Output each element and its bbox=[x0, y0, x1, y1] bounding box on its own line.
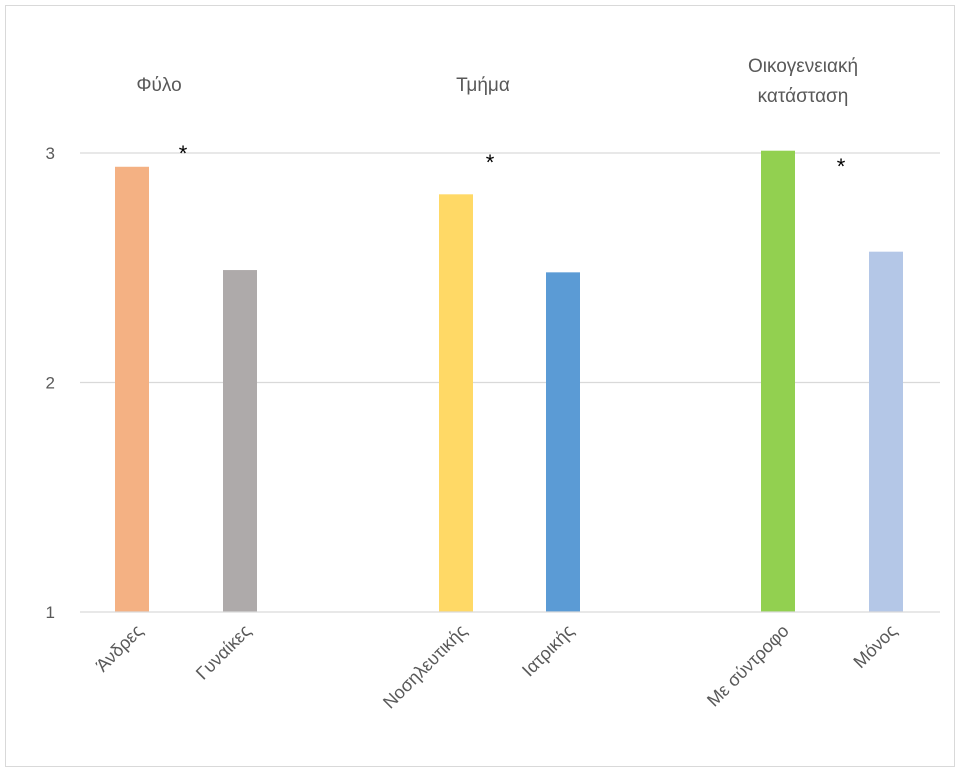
bar bbox=[115, 166, 149, 612]
category-label: Με σύντροφο bbox=[703, 621, 793, 711]
bar bbox=[869, 251, 903, 612]
group-title: Τμήμα bbox=[456, 75, 510, 96]
category-labels: Άνδρες Γυναίκες Νοσηλευτικής Ιατρικής Με σύν… bbox=[92, 620, 901, 712]
group-title: Φύλο bbox=[136, 75, 181, 96]
category-label: Γυναίκες bbox=[192, 620, 255, 683]
significance-star: * bbox=[179, 141, 188, 166]
group-titles: Φύλο Τμήμα Οικογενειακή κατάσταση bbox=[136, 56, 858, 107]
category-label: Μόνος bbox=[849, 620, 901, 672]
group-title: κατάσταση bbox=[758, 86, 849, 107]
bar bbox=[223, 270, 257, 612]
significance-star: * bbox=[837, 154, 846, 179]
gridlines bbox=[80, 152, 940, 384]
category-label: Ιατρικής bbox=[518, 620, 578, 680]
bar bbox=[546, 272, 580, 612]
significance-markers: * * * bbox=[179, 141, 846, 179]
chart-frame bbox=[5, 5, 955, 767]
y-axis-ticks: 1 2 3 bbox=[46, 144, 55, 622]
category-label: Νοσηλευτικής bbox=[379, 620, 471, 712]
y-tick-label: 2 bbox=[46, 374, 55, 393]
significance-star: * bbox=[486, 150, 495, 175]
y-tick-label: 3 bbox=[46, 144, 55, 163]
category-label: Άνδρες bbox=[92, 620, 147, 675]
y-tick-label: 1 bbox=[46, 603, 55, 622]
bars bbox=[115, 150, 903, 612]
bar bbox=[439, 194, 473, 612]
group-title: Οικογενειακή bbox=[748, 56, 858, 77]
bar bbox=[761, 150, 795, 612]
